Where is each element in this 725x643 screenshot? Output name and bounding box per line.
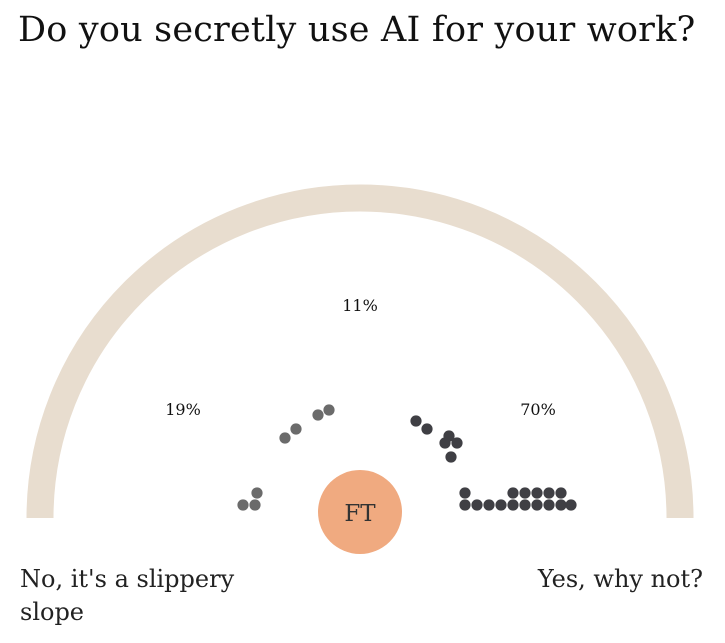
dot-yes [519,499,531,511]
dot-yes [555,499,567,511]
dot-yes [507,487,519,499]
dot-unsure [410,415,422,427]
dot-no [249,499,261,511]
dot-yes [531,499,543,511]
scale-right-label: Yes, why not? [537,565,703,593]
dot-yes [471,499,483,511]
dot-yes [555,487,567,499]
dot-unsure [451,437,463,449]
dot-no [312,409,324,421]
dot-unsure [421,423,433,435]
dot-yes [483,499,495,511]
dot-no [290,423,302,435]
dot-no [237,499,249,511]
ft-logo-text: FT [344,501,376,527]
response-dots [237,404,577,511]
dot-yes [459,499,471,511]
dot-yes [495,499,507,511]
dot-yes [543,487,555,499]
dot-no [251,487,263,499]
dot-yes [459,487,471,499]
dot-no [323,404,335,416]
gauge-arc [26,184,694,519]
dot-unsure [443,430,455,442]
page-title: Do you secretly use AI for your work? [18,10,696,50]
value-label-yes: 70% [520,400,556,419]
dot-yes [543,499,555,511]
dot-no [279,432,291,444]
scale-left-label: No, it's a slippery slope [20,565,235,626]
ft-logo-badge [318,470,402,554]
dot-yes [519,487,531,499]
dot-yes [531,487,543,499]
dot-unsure [445,451,457,463]
dot-yes [565,499,577,511]
value-label-no: 19% [165,400,201,419]
dot-yes [507,499,519,511]
value-label-unsure: 11% [342,296,378,315]
